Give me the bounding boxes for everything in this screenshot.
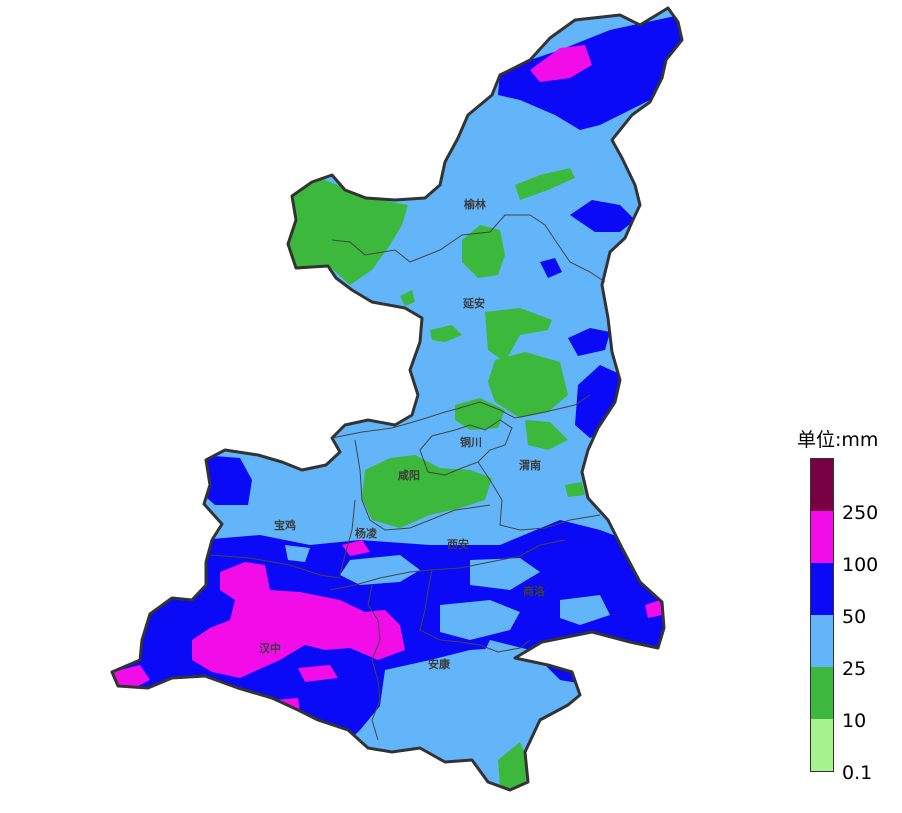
city-label-yangling: 杨凌 — [355, 526, 378, 540]
prefecture-boundaries — [209, 214, 606, 741]
rain-field-10-25 — [525, 420, 568, 450]
legend-swatch — [811, 667, 833, 719]
boundary-baoji-hanzhong — [209, 554, 341, 579]
boundary-yanan-south — [331, 394, 591, 439]
city-label-baoji: 宝鸡 — [274, 518, 296, 532]
boundary-tongchuan — [419, 419, 513, 476]
boundary-weinan-west — [477, 461, 601, 531]
city-label-xian: 西安 — [447, 537, 469, 551]
legend-colorbar — [810, 458, 834, 772]
city-label-ankang: 安康 — [428, 657, 451, 671]
legend-tick-label: 10 — [842, 710, 867, 732]
city-label-tongchuan: 铜川 — [459, 435, 482, 449]
legend-tick-label: 250 — [842, 502, 879, 524]
rain-field-25-50 — [560, 595, 610, 625]
rain-field-25-50 — [440, 600, 520, 640]
rain-field-50-100 — [498, 15, 682, 130]
rain-field-100-250 — [645, 600, 662, 618]
city-label-xianyang: 咸阳 — [398, 468, 420, 482]
legend-tick-label: 100 — [842, 554, 879, 576]
rain-field-10-25 — [400, 290, 415, 306]
legend-swatch — [811, 459, 833, 511]
legend-tick-label: 0.1 — [842, 762, 873, 784]
city-label-weinan: 渭南 — [519, 458, 541, 472]
rain-field-10-25 — [288, 178, 408, 285]
boundary-hanzhong-ankang — [367, 584, 381, 741]
boundary-baoji-east — [339, 499, 356, 576]
boundary-yulin-yanan — [331, 214, 606, 283]
rain-field-10-25 — [565, 482, 585, 497]
legend-tick-label: 50 — [842, 606, 867, 628]
rain-field-100-250 — [530, 45, 592, 82]
rain-field-100-250 — [342, 540, 370, 556]
rain-field-50-100 — [198, 455, 252, 505]
rain-field-25-50 — [470, 558, 540, 590]
city-label-shangluo: 商洛 — [523, 584, 546, 598]
legend-tick-label: 25 — [842, 658, 867, 680]
rain-field-10-25 — [498, 742, 528, 788]
legend-swatch — [811, 615, 833, 667]
legend-swatch — [811, 511, 833, 563]
rain-field-100-250 — [298, 665, 338, 682]
rain-field-100-250 — [192, 562, 405, 678]
rain-field-100-250 — [112, 665, 150, 690]
city-label-hanzhong: 汉中 — [259, 641, 281, 655]
rain-field-25-50 — [285, 545, 310, 562]
city-label-yanan: 延安 — [462, 296, 485, 310]
rain-field-10-25 — [485, 308, 552, 362]
city-labels: 榆林 延安 铜川 渭南 咸阳 宝鸡 杨凌 西安 商洛 汉中 安康 — [259, 197, 546, 671]
boundary-xianyang — [354, 439, 491, 531]
rain-field-50-100 — [570, 200, 635, 232]
rain-field-10-25 — [462, 225, 505, 278]
boundary-xian-south — [329, 539, 566, 591]
boundary-shangluo-west — [419, 569, 531, 653]
rain-field-10-25 — [488, 352, 568, 418]
city-label-yulin: 榆林 — [464, 197, 486, 211]
legend-swatch — [811, 719, 833, 771]
legend-title: 单位:mm — [797, 429, 879, 451]
legend-swatch — [811, 563, 833, 615]
rain-field-10-25 — [430, 325, 462, 342]
rain-field-50-100 — [540, 258, 562, 278]
rain-field-50-100 — [568, 328, 610, 356]
rain-field-10-25 — [362, 455, 492, 528]
province-outline — [110, 6, 684, 792]
rain-field-25-50 — [340, 555, 420, 585]
rain-field-10-25 — [515, 168, 575, 200]
